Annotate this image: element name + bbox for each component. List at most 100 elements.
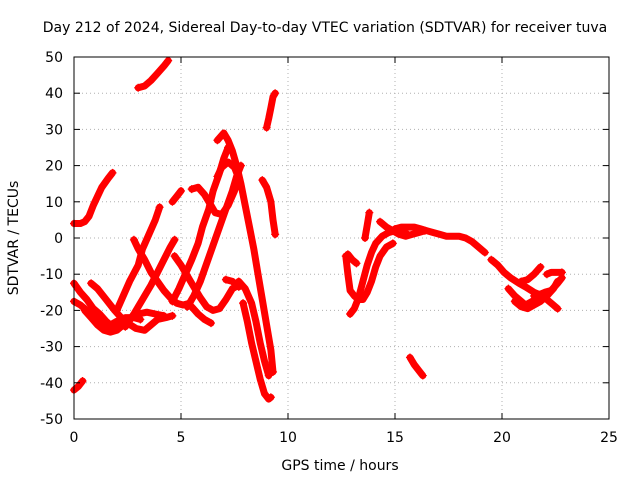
series-pass-12 (168, 186, 185, 206)
plus-marker (121, 322, 130, 331)
plus-marker (418, 371, 427, 380)
x-tick-label: 20 (493, 430, 511, 446)
series-trace (134, 57, 172, 92)
x-tick-label: 10 (279, 430, 297, 446)
plus-marker (187, 185, 196, 194)
series-trace (130, 236, 194, 309)
y-tick-label: 30 (45, 122, 63, 138)
x-axis-title: GPS time / hours (281, 458, 398, 474)
plus-marker (517, 277, 526, 286)
series-pass-22 (262, 89, 280, 132)
series-pass-01 (70, 376, 87, 395)
plus-marker (221, 275, 230, 284)
series-pass-30 (487, 255, 562, 313)
series-trace (406, 354, 427, 380)
series-trace (530, 287, 555, 300)
y-tick-labels: -50 -40 -30 -20 -10 0 10 20 30 40 50 (40, 50, 63, 428)
plus-marker (346, 310, 355, 319)
plus-marker (159, 311, 168, 320)
series-trace (121, 236, 179, 331)
plus-marker (134, 83, 143, 92)
series-pass-05 (87, 279, 177, 334)
ticks (73, 56, 610, 420)
plus-marker (187, 302, 196, 311)
series-pass-10 (121, 235, 179, 331)
series-pass-29 (405, 353, 427, 380)
series-pass-19 (187, 302, 215, 328)
plus-marker (480, 248, 489, 257)
plus-marker (168, 197, 177, 206)
plus-marker (405, 353, 414, 362)
series-pass-09 (134, 56, 173, 92)
x-tick-labels: 0 5 10 15 20 25 (70, 430, 618, 446)
plus-marker (262, 123, 271, 132)
plus-marker (487, 255, 496, 264)
plus-marker (168, 297, 177, 306)
plus-marker (553, 304, 562, 313)
series-trace (188, 158, 243, 218)
series-pass-17 (234, 277, 273, 380)
plus-marker (365, 208, 374, 217)
series-trace (376, 218, 429, 240)
plus-marker (87, 279, 96, 288)
series-trace (188, 303, 215, 327)
series-trace (342, 239, 397, 303)
y-tick-label: -50 (40, 412, 63, 428)
series-trace (171, 252, 243, 314)
series-pass-18 (239, 299, 275, 403)
plus-marker (271, 230, 280, 239)
plus-marker (177, 186, 185, 195)
series-trace (70, 169, 116, 227)
plus-marker (129, 235, 138, 244)
plus-marker (553, 277, 562, 286)
plus-marker (78, 376, 87, 385)
series-pass-33 (517, 262, 545, 286)
series-trace (344, 250, 360, 267)
series-trace (239, 299, 275, 403)
series-trace (391, 223, 489, 256)
y-axis-title: SDTVAR / TECUs (6, 181, 22, 296)
plus-marker (547, 286, 556, 295)
series-pass-25 (343, 250, 361, 268)
plus-marker (504, 284, 513, 293)
plus-marker (266, 393, 275, 402)
plus-marker (557, 268, 566, 277)
series-pass-28 (391, 223, 489, 257)
y-tick-label: 40 (45, 86, 63, 102)
plus-marker (108, 168, 117, 177)
plus-marker (164, 56, 173, 65)
y-tick-label: -40 (40, 376, 63, 392)
plus-marker (170, 252, 179, 261)
x-tick-label: 0 (70, 430, 79, 446)
series-pass-35 (530, 286, 556, 300)
series-trace (263, 89, 279, 132)
series-pass-21 (258, 176, 280, 239)
plus-marker (352, 259, 361, 268)
series-pass-02 (70, 168, 117, 228)
x-tick-label: 5 (177, 430, 186, 446)
series-pass-34 (542, 268, 566, 279)
series-pass-20 (221, 275, 243, 291)
series-trace (213, 129, 277, 376)
plus-marker (343, 250, 352, 259)
y-tick-label: 20 (45, 159, 63, 175)
plus-marker (361, 234, 370, 242)
series-trace (70, 377, 87, 394)
plus-marker (155, 203, 164, 212)
plus-marker (391, 224, 399, 233)
plus-marker (271, 89, 280, 98)
series-trace (235, 277, 273, 380)
plus-marker (213, 172, 222, 181)
series-trace (258, 176, 279, 238)
series-pass-06 (80, 306, 168, 336)
plus-marker (168, 311, 177, 320)
series-trace (487, 256, 562, 313)
plus-marker (239, 299, 248, 308)
y-tick-label: -30 (40, 340, 63, 356)
series-trace (222, 276, 243, 291)
series-trace (87, 279, 176, 334)
y-tick-label: 50 (45, 50, 63, 66)
series-pass-26 (361, 208, 374, 242)
series-pass-15 (187, 158, 243, 218)
